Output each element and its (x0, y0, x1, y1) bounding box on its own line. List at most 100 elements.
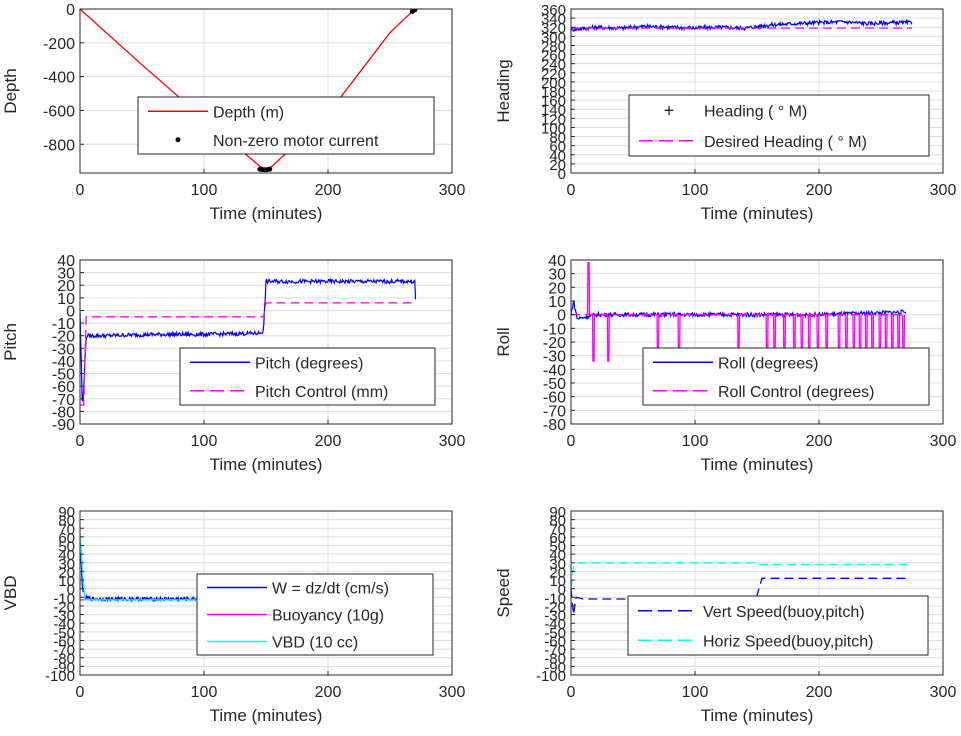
data-point (267, 166, 273, 172)
y-tick-label: -100 (536, 668, 566, 685)
series-1-line (80, 277, 417, 403)
legend-entry: VBD (10 cc) (272, 635, 358, 652)
y-tick-label: -60 (53, 633, 75, 650)
y-tick-label: 40 (548, 253, 566, 270)
chart-panel-4: 0 100 200 300403020100-10-20-30-40-50-60-70… (494, 253, 956, 474)
y-tick-label: 90 (549, 504, 566, 521)
legend: Pitch (degrees) Pitch Control (mm) (179, 347, 436, 406)
y-axis-label: Heading (494, 59, 513, 122)
y-tick-label: 260 (541, 48, 566, 65)
axes-box (79, 259, 453, 425)
y-tick-label: 320 (541, 20, 566, 37)
y-tick-label: -30 (543, 349, 566, 366)
y-tick-label: 30 (548, 267, 566, 284)
x-tick-label: 300 (930, 182, 957, 199)
legend-entry: Horiz Speed(buoy,pitch) (703, 633, 873, 650)
y-tick-label: -80 (544, 651, 566, 668)
legend: + Heading ( ° M) Desired Heading ( ° M) (628, 94, 930, 157)
y-tick-label: -50 (52, 367, 75, 384)
x-tick-label: 200 (806, 433, 833, 450)
y-tick-label: -70 (544, 642, 566, 659)
y-tick-label: 50 (58, 539, 75, 556)
y-tick-label: 10 (57, 291, 75, 308)
axes-box (570, 510, 944, 676)
x-tick-label: 0 (567, 433, 576, 450)
x-tick-label: 300 (439, 433, 466, 450)
roll-control-spike (606, 314, 610, 362)
y-tick-label: 0 (67, 582, 75, 599)
x-tick-label: 100 (682, 182, 709, 199)
x-axis-label: Time (minutes) (701, 204, 814, 223)
data-point (412, 9, 418, 13)
legend-entry: Non-zero motor current (213, 133, 379, 150)
y-tick-label: -70 (543, 403, 566, 420)
y-tick-label: -70 (52, 392, 75, 409)
y-tick-label: 40 (549, 547, 566, 564)
series-2-line (80, 302, 415, 406)
y-tick-label: 20 (58, 564, 75, 581)
chart-panel-1: 0 100 200 300 0 -200 -400 -600 -800 Time (minutes… (1, 2, 465, 223)
legend-entry: Depth (m) (213, 104, 284, 121)
roll-control-spike (591, 314, 596, 362)
y-tick-label: -10 (544, 590, 566, 607)
y-tick-label: 100 (541, 120, 566, 137)
y-tick-label: 80 (58, 513, 75, 530)
roll-control-spike (586, 262, 591, 315)
y-tick-label: -20 (544, 599, 566, 616)
x-tick-label: 100 (191, 684, 218, 701)
y-tick-label: -400 (43, 70, 75, 87)
y-tick-label: 180 (541, 84, 566, 101)
legend-entry: Pitch Control (mm) (255, 384, 388, 401)
y-axis-label: Roll (494, 327, 513, 356)
data-layer (80, 277, 417, 406)
y-tick-label: -80 (543, 417, 566, 434)
legend: W = dz/dt (cm/s) Buoyancy (10g) VBD (10 cc… (196, 573, 434, 656)
x-tick-label: 0 (567, 684, 576, 701)
y-tick-label: -10 (53, 590, 75, 607)
x-tick-label: 200 (806, 684, 833, 701)
y-tick-label: 30 (57, 266, 75, 283)
y-tick-label: -20 (543, 335, 566, 352)
y-tick-label: 300 (541, 29, 566, 46)
y-tick-label: 10 (58, 573, 75, 590)
y-tick-label: -20 (53, 599, 75, 616)
y-tick-label: -50 (543, 376, 566, 393)
y-tick-label: -50 (53, 625, 75, 642)
legend-box (642, 347, 930, 406)
legend-entry: Pitch (degrees) (255, 355, 364, 372)
y-tick-label: 60 (549, 139, 566, 156)
series-2-line (571, 562, 906, 589)
x-axis-label: Time (minutes) (210, 706, 323, 725)
y-tick-label: 80 (549, 513, 566, 530)
y-tick-label: -10 (52, 316, 75, 333)
x-tick-label: 300 (930, 684, 957, 701)
y-tick-label: 200 (541, 75, 566, 92)
y-tick-label: -30 (544, 608, 566, 625)
legend: Roll (degrees) Roll Control (degrees) (642, 347, 930, 406)
x-axis-label: Time (minutes) (210, 204, 323, 223)
legend-entry: Heading ( ° M) (704, 103, 807, 120)
legend-marker: + (664, 100, 675, 120)
y-tick-label: 70 (58, 521, 75, 538)
y-tick-label: -200 (43, 36, 75, 53)
x-tick-label: 100 (682, 433, 709, 450)
x-tick-label: 0 (567, 182, 576, 199)
y-tick-label: -80 (53, 651, 75, 668)
legend-entry: Roll Control (degrees) (718, 384, 875, 401)
y-tick-label: 30 (549, 556, 566, 573)
x-tick-label: 300 (439, 182, 466, 199)
y-tick-label: -40 (53, 616, 75, 633)
legend-entry: Vert Speed(buoy,pitch) (703, 604, 865, 621)
y-tick-label: -600 (43, 103, 75, 120)
legend-box (137, 96, 435, 155)
y-tick-label: 40 (58, 547, 75, 564)
x-tick-label: 0 (76, 684, 85, 701)
x-tick-label: 0 (76, 182, 85, 199)
y-tick-label: -90 (544, 659, 566, 676)
y-tick-label: 60 (549, 530, 566, 547)
data-layer (571, 18, 913, 33)
y-tick-label: 340 (541, 11, 566, 28)
y-tick-label: 20 (548, 280, 566, 297)
